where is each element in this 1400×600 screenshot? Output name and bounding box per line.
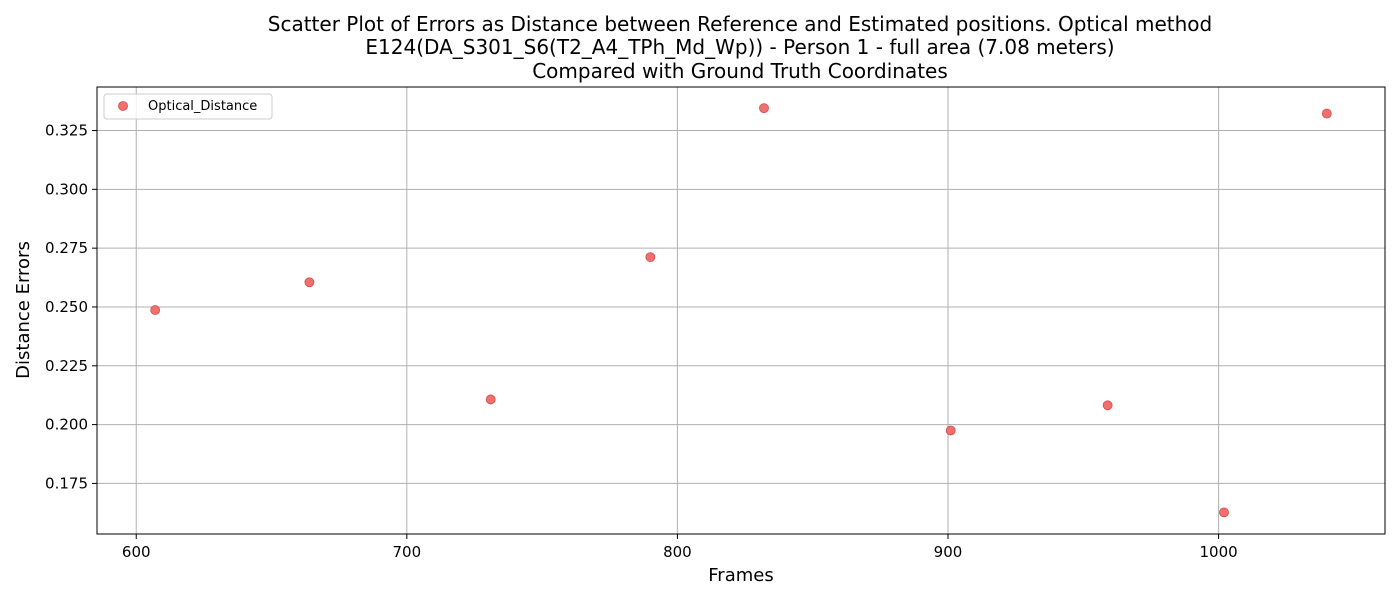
y-tick-label: 0.250 (45, 298, 88, 316)
x-tick-label: 1000 (1199, 543, 1237, 561)
axis-ticks: 600 700 800 900 1000 0.175 0.200 0.225 0.250 0.27… (45, 122, 1238, 561)
scatter-point (1219, 507, 1229, 518)
x-tick-label: 700 (393, 543, 422, 561)
chart-title-line-3: Compared with Ground Truth Coordinates (532, 59, 948, 83)
x-tick-label: 600 (122, 543, 151, 561)
scatter-point (1321, 108, 1332, 119)
x-tick-label: 800 (663, 543, 692, 561)
y-tick-label: 0.300 (45, 180, 88, 198)
scatter-point (1102, 400, 1113, 411)
scatter-point (485, 394, 496, 405)
legend-label: Optical_Distance (148, 99, 257, 114)
legend: Optical_Distance (103, 93, 273, 120)
chart-title-line-2: E124(DA_S301_S6(T2_A4_TPh_Md_Wp)) - Pers… (365, 35, 1114, 59)
legend-box (103, 93, 273, 120)
y-tick-label: 0.275 (45, 239, 88, 257)
y-tick-label: 0.200 (45, 416, 88, 434)
chart-title-line-1: Scatter Plot of Errors as Distance betwe… (268, 12, 1212, 36)
grid (97, 87, 1385, 534)
y-tick-label: 0.325 (45, 122, 88, 140)
x-tick-label: 900 (934, 543, 963, 561)
legend-marker (118, 101, 128, 111)
y-tick-label: 0.225 (45, 357, 88, 375)
plot-area-frame (96, 86, 1386, 535)
y-tick-label: 0.175 (45, 474, 88, 492)
scatter-point (304, 277, 315, 288)
scatter-point (759, 103, 769, 114)
scatter-point (945, 425, 956, 436)
y-axis-label: Distance Errors (13, 241, 34, 379)
x-axis-label: Frames (708, 565, 773, 586)
scatter-point (645, 252, 656, 262)
scatter-point (150, 305, 161, 315)
data-points (150, 103, 1332, 518)
